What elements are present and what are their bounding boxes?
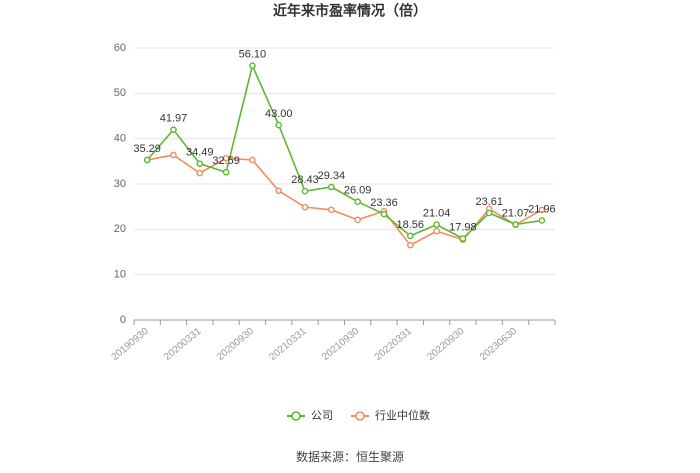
data-point <box>538 206 546 214</box>
data-label: 43.00 <box>265 108 293 120</box>
data-point <box>328 183 335 191</box>
data-label: 34.49 <box>186 147 214 159</box>
data-point <box>538 217 546 224</box>
legend-marker <box>355 411 365 421</box>
data-label: 21.96 <box>528 203 556 215</box>
x-tick-label: 20230630 <box>478 326 519 363</box>
data-point <box>222 154 230 162</box>
x-tick-label: 20220930 <box>425 326 466 363</box>
data-label: 17.98 <box>449 221 477 233</box>
y-tick-label: 20 <box>114 223 126 235</box>
y-tick-label: 50 <box>114 87 126 99</box>
series-line <box>146 63 542 240</box>
legend-label: 行业中位数 <box>375 408 430 422</box>
data-point <box>249 62 256 69</box>
data-point <box>485 209 493 217</box>
data-label: 21.04 <box>423 208 451 220</box>
data-point <box>275 121 283 129</box>
data-label: 23.61 <box>475 196 503 208</box>
data-point <box>249 156 256 164</box>
data-point <box>354 216 361 224</box>
x-tick-label: 20210930 <box>320 326 361 363</box>
data-label: 21.07 <box>502 207 530 219</box>
y-tick-label: 40 <box>114 133 126 145</box>
x-tick-label: 20210331 <box>267 326 308 363</box>
data-point <box>301 187 309 195</box>
y-tick-label: 0 <box>120 314 126 326</box>
data-point <box>275 187 283 195</box>
data-point <box>459 235 467 242</box>
legend-marker <box>291 411 301 421</box>
data-point <box>170 126 177 134</box>
data-point <box>406 241 414 249</box>
y-tick-label: 10 <box>114 269 126 281</box>
data-point <box>433 227 440 235</box>
data-point <box>433 221 440 228</box>
data-label: 56.10 <box>239 49 267 61</box>
source-note: 数据来源：恒生聚源 <box>296 449 404 464</box>
y-tick-label: 30 <box>114 178 126 190</box>
legend-label: 公司 <box>311 410 333 422</box>
data-label: 23.36 <box>370 197 398 209</box>
data-point <box>196 160 204 167</box>
data-label: 32.59 <box>212 155 240 167</box>
series-line <box>147 154 543 247</box>
data-point <box>196 169 204 177</box>
data-point <box>301 203 309 211</box>
data-point <box>222 168 230 176</box>
data-label: 35.29 <box>133 143 161 155</box>
data-label: 18.56 <box>397 219 425 231</box>
data-label: 29.34 <box>318 170 346 182</box>
x-tick-label: 20200930 <box>215 326 256 363</box>
data-point <box>406 232 414 240</box>
x-tick-label: 20220331 <box>373 326 414 363</box>
data-label: 41.97 <box>160 113 188 125</box>
data-point <box>328 206 335 214</box>
data-point <box>170 151 177 159</box>
x-tick-label: 20200331 <box>162 326 203 363</box>
x-tick-label: 20190930 <box>110 326 151 363</box>
y-tick-label: 60 <box>114 42 126 54</box>
chart-title: 近年来市盈率情况（倍） <box>273 3 427 19</box>
data-point <box>143 156 151 164</box>
data-point <box>512 221 519 228</box>
data-point <box>380 210 388 218</box>
data-point <box>354 198 361 206</box>
data-label: 28.43 <box>291 174 319 186</box>
data-label: 26.09 <box>344 185 372 197</box>
